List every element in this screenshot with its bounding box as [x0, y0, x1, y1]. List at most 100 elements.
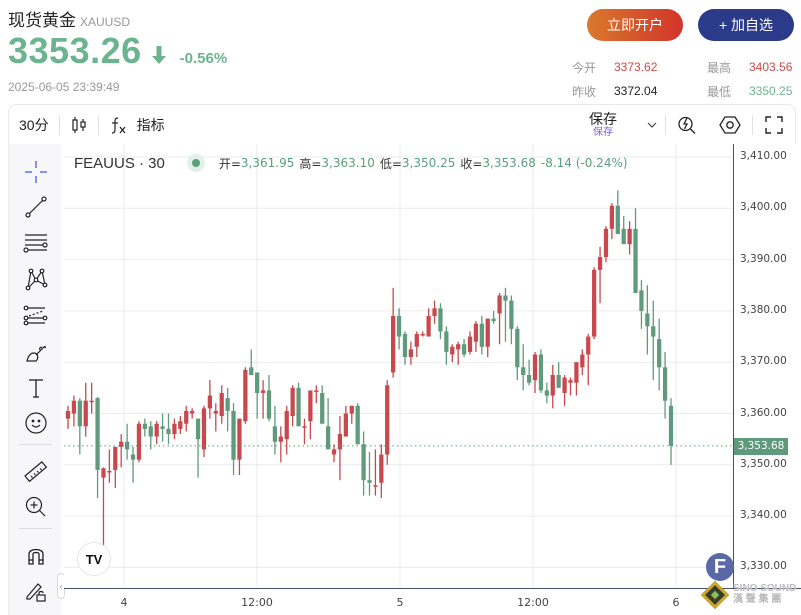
- prev-close-label: 昨收: [572, 84, 597, 99]
- quick-search-button[interactable]: [666, 105, 708, 144]
- brush-tool[interactable]: [22, 339, 50, 367]
- prev-close-value: 3372.04: [614, 84, 658, 98]
- candle: [337, 416, 343, 481]
- candle: [320, 385, 325, 424]
- candle: [497, 292, 502, 345]
- zoom-in-tool[interactable]: [22, 493, 50, 521]
- candle: [278, 426, 283, 463]
- open-value: 3373.62: [614, 60, 658, 74]
- candle: [574, 362, 579, 396]
- emoji-tool[interactable]: [22, 409, 50, 437]
- candle: [621, 215, 626, 245]
- smiley-icon: [25, 412, 47, 434]
- market-status-icon: [186, 154, 205, 172]
- brand-line-1: SINO SOUND: [733, 583, 797, 594]
- candle: [266, 375, 272, 422]
- legend-low-value: 3,350.25: [401, 156, 456, 170]
- pattern-tool[interactable]: [22, 265, 50, 293]
- time-tick: 5: [396, 596, 404, 609]
- magnet-tool[interactable]: [22, 541, 50, 569]
- candle: [580, 349, 585, 376]
- crosshair-tool[interactable]: [22, 158, 50, 186]
- candle: [485, 318, 490, 358]
- open-label: 今开: [572, 60, 597, 75]
- candle: [331, 444, 337, 463]
- time-axis[interactable]: 4 12:00 5 12:00 6: [64, 588, 801, 615]
- candle: [201, 405, 207, 458]
- candle: [586, 333, 591, 386]
- candle: [213, 403, 218, 432]
- zoom-in-icon: [25, 496, 46, 517]
- candlestick-icon: [71, 116, 86, 133]
- add-watchlist-button[interactable]: + 加自选: [698, 9, 794, 41]
- candle: [172, 418, 177, 440]
- candle: [609, 203, 615, 240]
- price-tick: 3,340.00: [740, 509, 787, 522]
- indicators-button[interactable]: 指标: [99, 105, 175, 144]
- candle: [450, 344, 455, 363]
- legend-symbol[interactable]: FEAUUS · 30: [74, 154, 165, 172]
- lock-drawings-tool[interactable]: [22, 577, 50, 605]
- candle: [166, 413, 171, 445]
- candle: [77, 398, 82, 455]
- interval-selector[interactable]: 30分: [19, 116, 49, 133]
- horizontal-lines-tool[interactable]: [22, 229, 50, 257]
- candle: [355, 403, 360, 445]
- text-tool[interactable]: [22, 374, 50, 402]
- series-legend: FEAUUS · 30 开= 3,361.95 高= 3,363.10 低= 3,35…: [74, 154, 633, 172]
- save-button[interactable]: 保存 保存: [583, 112, 623, 138]
- candle: [148, 421, 153, 450]
- candle: [89, 382, 94, 414]
- settings-button[interactable]: [708, 105, 752, 144]
- candle: [592, 267, 597, 340]
- candlestick-chart[interactable]: [64, 144, 733, 589]
- candle: [349, 405, 354, 424]
- tool-divider: [19, 444, 52, 445]
- instrument-title: 现货黄金 XAUUSD: [8, 6, 130, 31]
- tool-divider: [19, 528, 52, 529]
- tradingview-logo[interactable]: TV: [77, 542, 111, 576]
- price-tick: 3,400.00: [740, 201, 787, 214]
- open-account-button[interactable]: 立即开户: [587, 9, 683, 41]
- trend-line-tool[interactable]: [22, 193, 50, 221]
- toolbar-divider: [97, 114, 99, 135]
- candle: [237, 418, 242, 476]
- candle: [550, 364, 555, 409]
- candle: [491, 310, 496, 324]
- candle: [645, 285, 650, 355]
- candle: [467, 331, 473, 355]
- save-options-dropdown[interactable]: [623, 105, 665, 144]
- legend-low-label: 低=: [379, 156, 402, 171]
- toolbar-divider: [58, 114, 60, 135]
- candle: [456, 341, 461, 365]
- candle: [402, 331, 408, 365]
- legend-open-value: 3,361.95: [240, 156, 295, 170]
- legend-open-label: 开=: [218, 156, 241, 171]
- price-tick: 3,330.00: [740, 560, 787, 573]
- price-tick: 3,380.00: [740, 303, 787, 316]
- candle: [515, 326, 520, 381]
- candle: [107, 449, 112, 483]
- candle: [373, 449, 378, 496]
- instrument-name: 现货黄金: [8, 11, 76, 30]
- candle: [65, 405, 71, 429]
- candle: [479, 316, 484, 355]
- chart-type-button[interactable]: [60, 105, 98, 144]
- chart-pane[interactable]: [64, 144, 733, 589]
- chevron-down-icon: [647, 122, 657, 128]
- settings-hexagon-icon: [719, 115, 741, 134]
- candle: [603, 226, 609, 263]
- f-badge-icon: F: [706, 553, 734, 581]
- candle: [225, 387, 230, 432]
- time-tick: 4: [120, 596, 128, 609]
- ruler-tool[interactable]: [22, 458, 50, 486]
- time-tick: 12:00: [241, 596, 273, 609]
- fib-retracement-tool[interactable]: [22, 302, 50, 330]
- candle: [302, 418, 307, 445]
- brand-watermark: SINO SOUND 漢 聲 集 團: [733, 583, 796, 605]
- arrow-down-icon: [151, 46, 166, 64]
- toolbar-right: 保存 保存: [583, 105, 795, 144]
- fullscreen-button[interactable]: [753, 105, 795, 144]
- candle: [509, 295, 514, 345]
- price-axis[interactable]: 3,410.00 3,400.00 3,390.00 3,380.00 3,370.00…: [733, 144, 801, 589]
